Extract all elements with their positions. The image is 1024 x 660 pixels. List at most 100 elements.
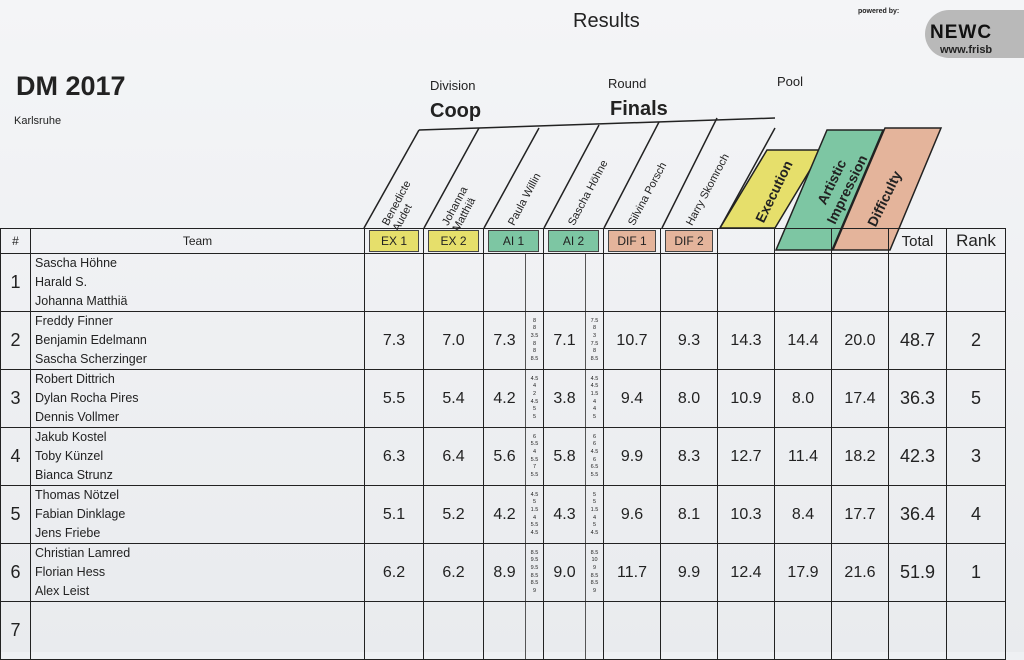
judge-divider: [661, 117, 718, 229]
ai1-score-value: 7.3: [493, 331, 516, 349]
col-dif1-header: DIF 1: [603, 228, 661, 254]
judge-score: 5.5: [530, 522, 539, 529]
division-label: Division: [430, 78, 476, 93]
artistic-total: 17.9: [774, 543, 832, 602]
judge-score: 1.5: [530, 506, 539, 513]
ex1-score: [364, 253, 424, 312]
judge-score: 6: [592, 433, 597, 440]
judge-score: 4: [592, 406, 597, 413]
ai1-score: 4.2 4.5 4 2 4.5 5 5: [483, 369, 544, 428]
team-member: Bianca Strunz: [35, 468, 113, 482]
judge-score: 4: [532, 448, 537, 455]
ai2-score-wrap: 4.3 5 5 1.5 4 5 4.5: [544, 486, 603, 543]
ai2-score: 9.0 8.5 10 9 8.5 8.5 9: [543, 543, 604, 602]
artistic-total: 8.0: [774, 369, 832, 428]
dif2-score: 8.1: [660, 485, 718, 544]
judge-score: 2: [532, 390, 537, 397]
total-score: 48.7: [888, 311, 947, 370]
ai1-score: 4.2 4.5 5 1.5 4 5.5 4.5: [483, 485, 544, 544]
execution-total: [717, 253, 775, 312]
ai2-score-wrap: 5.8 6 6 4.5 6 6.5 5.5: [544, 428, 603, 485]
ai2-score-judge-scores: 5 5 1.5 4 5 4.5: [585, 486, 603, 543]
row-number: 2: [0, 311, 31, 370]
col-rank-header: Rank: [946, 228, 1006, 254]
table-row: 6 Christian Lamred Florian Hess Alex Leist 6…: [0, 543, 1006, 602]
difficulty-total: 20.0: [831, 311, 889, 370]
team-member: Benjamin Edelmann: [35, 333, 147, 347]
total-score: 36.3: [888, 369, 947, 428]
col-ex2-header: EX 2: [423, 228, 484, 254]
total-score: [888, 601, 947, 660]
dif2-score: 9.3: [660, 311, 718, 370]
sponsor-logo-url: www.frisb: [940, 44, 993, 56]
judge-score: 4: [592, 514, 597, 521]
dif1-score: [603, 253, 661, 312]
sponsor-logo: [925, 10, 1024, 58]
ex2-score: [423, 253, 484, 312]
ai2-score-judge-scores: 8.5 10 9 8.5 8.5 9: [585, 544, 603, 601]
artistic-total: [774, 253, 832, 312]
team-members: Christian Lamred Florian Hess Alex Leist: [30, 543, 365, 602]
judge-divider: [719, 127, 776, 229]
col-dif2-header: DIF 2: [660, 228, 718, 254]
ex2-score: 5.2: [423, 485, 484, 544]
col-team-header: Team: [30, 228, 365, 254]
ex1-score: 5.5: [364, 369, 424, 428]
results-rows: 1 Sascha Höhne Harald S. Johanna Matthiä 2 Fr…: [0, 253, 1006, 660]
row-number: 3: [0, 369, 31, 428]
ai2-score-value: 5.8: [553, 447, 576, 465]
row-number: 5: [0, 485, 31, 544]
judge-score: 10: [591, 557, 598, 564]
ex1-score: 6.3: [364, 427, 424, 486]
ai2-score-judge-scores: [585, 254, 603, 311]
judge-score: 4.5: [590, 375, 599, 382]
judge-score: 9.5: [530, 564, 539, 571]
ex1-score: 5.1: [364, 485, 424, 544]
table-row: 7: [0, 601, 1006, 660]
row-number: 4: [0, 427, 31, 486]
ai2-score-value: 7.1: [553, 331, 576, 349]
ai1-score-wrap: 8.9 8.5 9.5 9.5 8.5 8.5 9: [484, 544, 543, 601]
ai2-score: 4.3 5 5 1.5 4 5 4.5: [543, 485, 604, 544]
col-exe-header: [717, 228, 775, 254]
judge-score: 6: [532, 433, 537, 440]
ai1-score-wrap: [484, 602, 543, 659]
judge-score: 5: [592, 499, 597, 506]
ai1-score-wrap: 7.3 8 8 3.5 8 8 8.5: [484, 312, 543, 369]
ai1-score-value: 5.6: [493, 447, 516, 465]
total-score: 42.3: [888, 427, 947, 486]
judge-score: 6: [592, 456, 597, 463]
artistic-total: [774, 601, 832, 660]
judge-score: 3.5: [530, 332, 539, 339]
judge-score: 1.5: [590, 390, 599, 397]
table-row: 5 Thomas Nötzel Fabian Dinklage Jens Friebe…: [0, 485, 1006, 544]
ai1-score-wrap: [484, 254, 543, 311]
difficulty-total: 21.6: [831, 543, 889, 602]
event-location: Karlsruhe: [14, 115, 62, 127]
ai1-score-value: 4.2: [493, 505, 516, 523]
team-members: Sascha Höhne Harald S. Johanna Matthiä: [30, 253, 365, 312]
judge-score: 8.5: [590, 580, 599, 587]
judge-score: 8: [532, 317, 537, 324]
powered-by-label: powered by:: [858, 8, 900, 15]
pool-label: Pool: [777, 74, 804, 89]
judge-score: 8.5: [530, 355, 539, 362]
dif1-score: 10.7: [603, 311, 661, 370]
difficulty-total: [831, 253, 889, 312]
ai1-score: [483, 253, 544, 312]
team-member: Florian Hess: [35, 565, 106, 579]
ai2-score-wrap: 7.1 7.5 8 3 7.5 8 8.5: [544, 312, 603, 369]
judge-score: 6.5: [590, 464, 599, 471]
judge-score: 8.5: [590, 572, 599, 579]
ai2-score-judge-scores: [585, 602, 603, 659]
ai1-score-judge-scores: [525, 602, 543, 659]
rank: 4: [946, 485, 1006, 544]
rank: [946, 601, 1006, 660]
results-table: # Team EX 1 EX 2 AI 1 AI 2 DIF 1 DIF 2 T…: [0, 228, 1006, 660]
judge-score: 4.5: [530, 491, 539, 498]
execution-total: [717, 601, 775, 660]
team-member: Fabian Dinklage: [35, 507, 126, 521]
team-member: Robert Dittrich: [35, 372, 115, 386]
ex1-label: EX 1: [369, 230, 419, 252]
